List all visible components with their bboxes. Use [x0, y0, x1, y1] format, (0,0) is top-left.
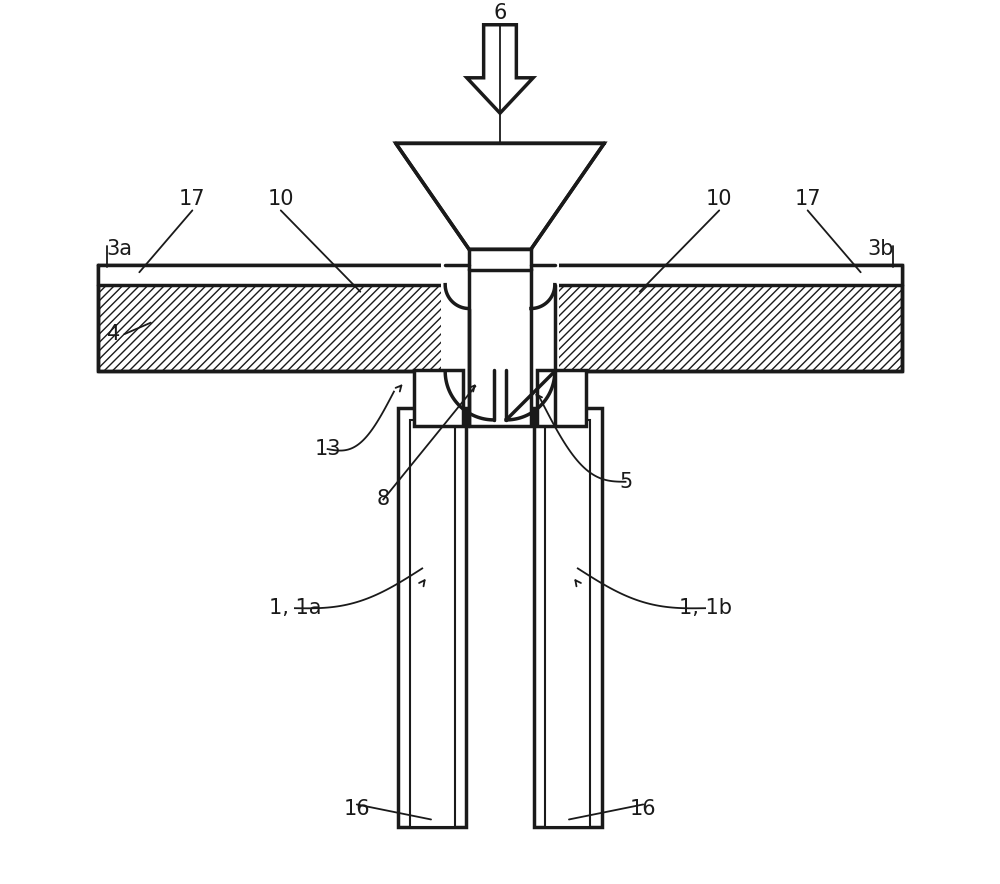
Text: 10: 10: [706, 189, 732, 209]
Text: 6: 6: [493, 4, 507, 23]
Text: 16: 16: [630, 799, 657, 819]
Text: 3a: 3a: [107, 240, 133, 259]
Text: 17: 17: [794, 189, 821, 209]
Bar: [555, 265, 902, 371]
Text: 1, 1b: 1, 1b: [679, 598, 732, 618]
Bar: [98, 265, 445, 285]
Polygon shape: [467, 25, 533, 113]
Bar: [98, 265, 445, 371]
Bar: [469, 270, 531, 426]
Bar: [441, 256, 559, 380]
Text: 3b: 3b: [867, 240, 893, 259]
Text: 17: 17: [179, 189, 206, 209]
Bar: [534, 408, 602, 827]
Text: 1, 1a: 1, 1a: [269, 598, 321, 618]
Bar: [414, 370, 463, 425]
Text: 13: 13: [314, 439, 341, 459]
Polygon shape: [396, 143, 604, 249]
Text: 5: 5: [619, 472, 632, 492]
Bar: [410, 420, 455, 827]
Text: 16: 16: [343, 799, 370, 819]
Bar: [555, 265, 902, 285]
Text: 10: 10: [268, 189, 294, 209]
Bar: [545, 420, 590, 827]
Text: 4: 4: [107, 324, 120, 344]
Bar: [398, 408, 466, 827]
Bar: [537, 370, 586, 425]
Text: 8: 8: [377, 490, 390, 509]
